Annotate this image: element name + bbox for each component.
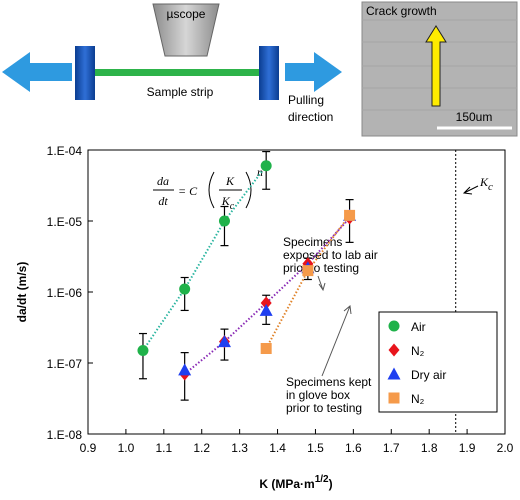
x-tick-label: 1.1 bbox=[155, 441, 172, 455]
x-tick-label: 1.9 bbox=[459, 441, 476, 455]
marker bbox=[178, 363, 192, 376]
annotation: in glove box bbox=[286, 388, 350, 402]
kc-arrow bbox=[462, 185, 479, 195]
marker bbox=[260, 296, 272, 310]
legend-label: Dry air bbox=[411, 368, 446, 382]
marker bbox=[217, 335, 231, 348]
x-tick-label: 1.3 bbox=[231, 441, 248, 455]
micrograph: Crack growth 150um bbox=[361, 1, 518, 137]
legend-label: N₂ bbox=[411, 344, 425, 358]
annotation-arrow bbox=[321, 305, 352, 377]
eq-k: K bbox=[225, 174, 235, 188]
scale-label: 150um bbox=[456, 110, 493, 124]
y-tick-label: 1.E-08 bbox=[47, 428, 83, 442]
x-title-part: ) bbox=[329, 477, 333, 491]
crack-arrow bbox=[425, 25, 447, 107]
eq-num: da bbox=[157, 174, 169, 188]
x-tick-label: 1.4 bbox=[269, 441, 286, 455]
x-tick-label: 1.8 bbox=[421, 441, 438, 455]
right-grip bbox=[259, 46, 279, 100]
legend-marker bbox=[388, 320, 400, 332]
annotations: Specimens exposed to lab air prior to te… bbox=[283, 175, 493, 415]
annotation: prior to testing bbox=[283, 261, 359, 275]
kc-sub: c bbox=[488, 181, 493, 193]
y-tick-label: 1.E-04 bbox=[47, 144, 83, 158]
annotation: prior to testing bbox=[286, 401, 362, 415]
eq-c: = C bbox=[178, 184, 198, 198]
pulling-label: Pulling bbox=[288, 93, 324, 107]
marker bbox=[137, 344, 149, 356]
schematic: µscope Sample strip Pulling direction bbox=[2, 3, 342, 124]
x-tick-label: 0.9 bbox=[80, 441, 97, 455]
x-axis-title: K (MPa·m1/2) bbox=[259, 474, 332, 491]
microscope-label: µscope bbox=[167, 7, 206, 21]
marker bbox=[259, 303, 273, 316]
marker bbox=[260, 343, 272, 355]
kc-label: Kc bbox=[479, 175, 493, 193]
legend-marker bbox=[388, 343, 400, 357]
kc-k: K bbox=[479, 175, 489, 189]
microscope bbox=[152, 3, 220, 57]
y-tick-label: 1.E-07 bbox=[47, 357, 83, 371]
annotation-arrow bbox=[317, 275, 326, 292]
marker bbox=[260, 160, 272, 172]
sample-strip bbox=[95, 69, 259, 76]
annotation: Specimens kept bbox=[286, 375, 372, 389]
annotation: exposed to lab air bbox=[283, 248, 378, 262]
legend-marker bbox=[387, 367, 401, 380]
x-title-part: K (MPa·m bbox=[259, 477, 314, 491]
x-title-sup: 1/2 bbox=[315, 474, 329, 485]
x-tick-label: 1.2 bbox=[193, 441, 210, 455]
right-arrow bbox=[285, 52, 342, 92]
left-arrow bbox=[2, 52, 72, 92]
eq-kc: Kc bbox=[221, 194, 235, 212]
pulling-label: direction bbox=[288, 110, 333, 124]
eq-exp: n bbox=[257, 165, 263, 179]
marker bbox=[302, 265, 314, 277]
marker bbox=[218, 215, 230, 227]
x-tick-label: 1.6 bbox=[345, 441, 362, 455]
strip-label: Sample strip bbox=[147, 85, 214, 99]
y-tick-label: 1.E-05 bbox=[47, 215, 83, 229]
micrograph-title: Crack growth bbox=[366, 4, 437, 18]
legend-label: N₂ bbox=[411, 392, 425, 406]
left-grip bbox=[75, 46, 95, 100]
eq-kc-sub: c bbox=[230, 201, 235, 212]
x-tick-label: 1.0 bbox=[118, 441, 135, 455]
eq-paren bbox=[245, 171, 252, 209]
eq-den: dt bbox=[158, 194, 168, 208]
y-axis-title: da/dt (m/s) bbox=[15, 262, 29, 323]
marker bbox=[179, 283, 191, 295]
x-tick-label: 1.7 bbox=[383, 441, 400, 455]
x-tick-label: 1.5 bbox=[307, 441, 324, 455]
legend-label: Air bbox=[411, 320, 426, 334]
eq-kc-k: K bbox=[221, 194, 231, 208]
eq-paren bbox=[208, 171, 215, 209]
y-tick-label: 1.E-06 bbox=[47, 286, 83, 300]
equation: da dt = C K Kc n bbox=[153, 165, 263, 212]
legend-marker bbox=[388, 392, 400, 404]
marker bbox=[344, 209, 356, 221]
x-tick-label: 2.0 bbox=[497, 441, 514, 455]
fit-line bbox=[184, 217, 351, 375]
